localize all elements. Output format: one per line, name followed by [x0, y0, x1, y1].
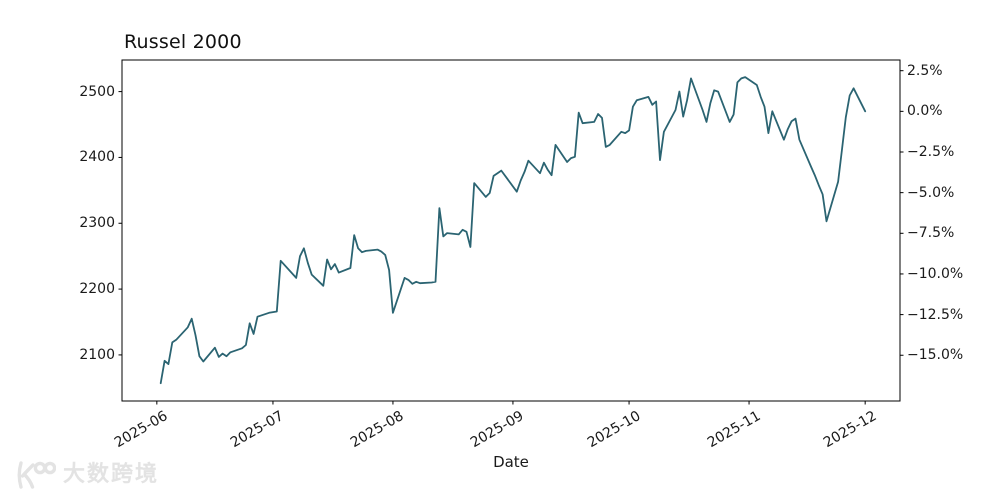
pct-tick-label: −2.5% [907, 143, 955, 160]
plot-frame [121, 59, 901, 402]
pct-tick-label: −5.0% [907, 184, 955, 201]
y-tick-label: 2500 [79, 83, 115, 100]
pct-tick-label: −10.0% [907, 265, 964, 282]
y-tick-label: 2300 [79, 215, 115, 232]
watermark-text: 大数跨境 [63, 462, 160, 487]
watermark-logo-icon [17, 461, 56, 489]
pct-tick-label: 0.0% [907, 103, 943, 120]
chart-title: Russel 2000 [124, 31, 242, 53]
pct-tick-label: 2.5% [907, 62, 943, 79]
pct-tick-label: −12.5% [907, 306, 964, 323]
pct-tick-label: −7.5% [907, 225, 955, 242]
pct-tick-label: −15.0% [907, 347, 964, 364]
price-line [159, 76, 867, 385]
y-tick-label: 2400 [79, 149, 115, 166]
watermark: 大数跨境 [12, 460, 159, 490]
y-tick-label: 2100 [79, 346, 115, 363]
y-tick-label: 2200 [79, 281, 115, 298]
x-axis-label: Date [493, 453, 529, 471]
